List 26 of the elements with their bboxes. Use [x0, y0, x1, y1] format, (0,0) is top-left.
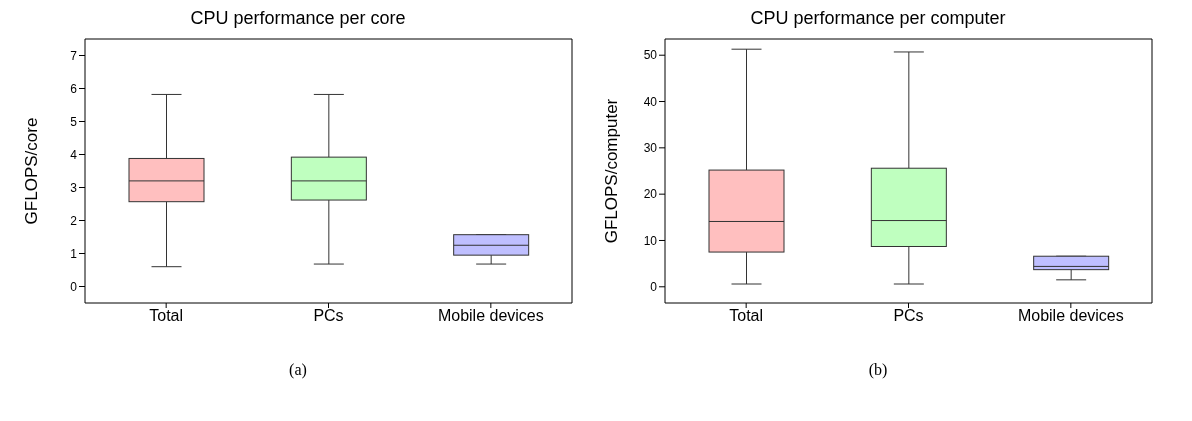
- y-tick-label: 7: [70, 48, 78, 63]
- x-tick-label: Mobile devices: [437, 307, 544, 325]
- y-tick-label: 6: [70, 81, 78, 96]
- y-tick-label: 1: [70, 246, 78, 261]
- y-tick-label: 0: [70, 279, 78, 294]
- y-tick-label: 3: [70, 180, 78, 195]
- text: (a): [289, 361, 307, 379]
- y-tick-label: 4: [70, 147, 78, 162]
- y-tick-label: 2: [70, 213, 78, 228]
- y-axis-title: GFLOPS/core: [22, 117, 42, 225]
- y-tick-label: 5: [70, 114, 78, 129]
- y-axis-title: GFLOPS/computer: [602, 98, 622, 244]
- x-tick-label: Mobile devices: [1017, 307, 1124, 325]
- x-tick-label: PCs: [893, 307, 924, 325]
- y-tick-label: 30: [643, 141, 658, 156]
- y-tick-label: 0: [650, 280, 658, 295]
- x-tick-label: Total: [149, 307, 184, 325]
- chart-title: CPU performance per core: [190, 8, 406, 30]
- y-tick-label: 40: [643, 94, 658, 109]
- text: (b): [868, 361, 888, 379]
- x-tick-label: Total: [729, 307, 764, 325]
- x-tick-label: PCs: [313, 307, 344, 325]
- y-tick-label: 50: [643, 48, 658, 63]
- y-tick-label: 10: [643, 233, 658, 248]
- chart-title: CPU performance per computer: [750, 8, 1006, 30]
- y-tick-label: 20: [643, 187, 658, 202]
